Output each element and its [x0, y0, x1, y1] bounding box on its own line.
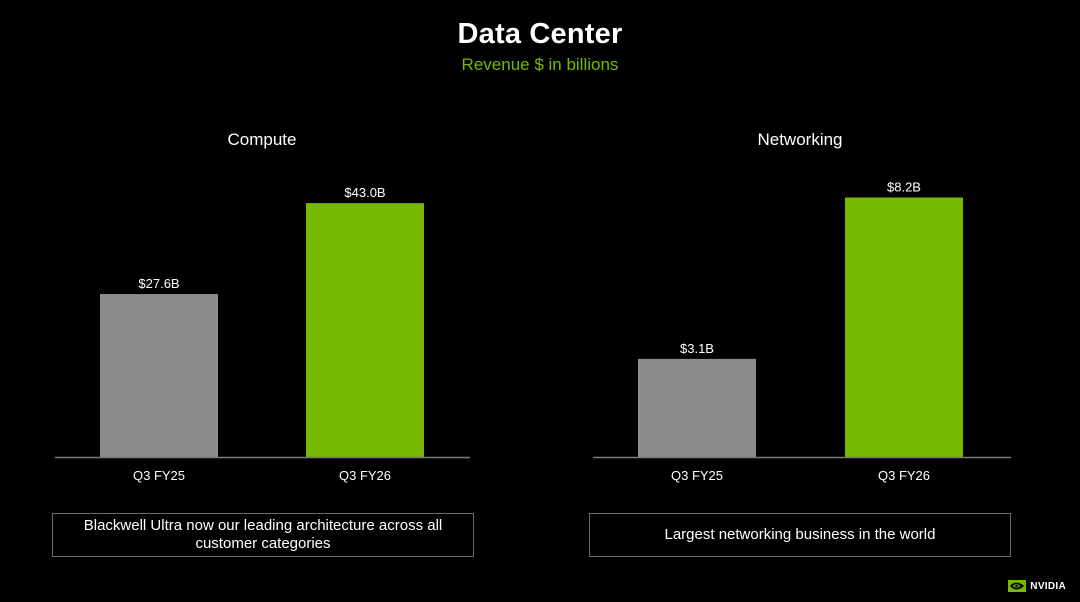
compute-data-label-1: $27.6B	[138, 276, 179, 291]
networking-chart: Networking $3.1B Q3 FY25 $8.2B Q3 FY26	[593, 130, 1011, 483]
compute-note-text: Blackwell Ultra now our leading architec…	[83, 517, 443, 552]
brand-name: NVIDIA	[1030, 580, 1066, 592]
networking-data-label-2: $8.2B	[887, 179, 921, 194]
compute-x-tick-label-2: Q3 FY26	[339, 468, 391, 483]
networking-x-tick-label-2: Q3 FY26	[878, 468, 930, 483]
compute-chart: Compute $27.6B Q3 FY25 $43.0B Q3 FY26	[55, 130, 470, 483]
networking-note-text: Largest networking business in the world	[664, 526, 936, 543]
compute-bar-2	[306, 203, 424, 457]
page-title: Data Center	[457, 18, 623, 50]
nvidia-eye-icon	[1008, 580, 1027, 592]
networking-note: Largest networking business in the world	[589, 513, 1011, 557]
brand-logo: NVIDIA	[1008, 580, 1066, 592]
networking-x-tick-label-1: Q3 FY25	[671, 468, 723, 483]
networking-chart-title: Networking	[757, 130, 842, 149]
compute-x-tick-label-1: Q3 FY25	[133, 468, 185, 483]
networking-bar-2	[845, 197, 963, 457]
networking-data-label-1: $3.1B	[680, 341, 714, 356]
networking-bar-1	[638, 358, 756, 457]
compute-note: Blackwell Ultra now our leading architec…	[52, 513, 474, 557]
compute-bar-1	[100, 294, 218, 457]
page-subtitle: Revenue $ in billions	[461, 55, 619, 74]
compute-data-label-2: $43.0B	[344, 185, 385, 200]
compute-chart-title: Compute	[228, 130, 297, 149]
